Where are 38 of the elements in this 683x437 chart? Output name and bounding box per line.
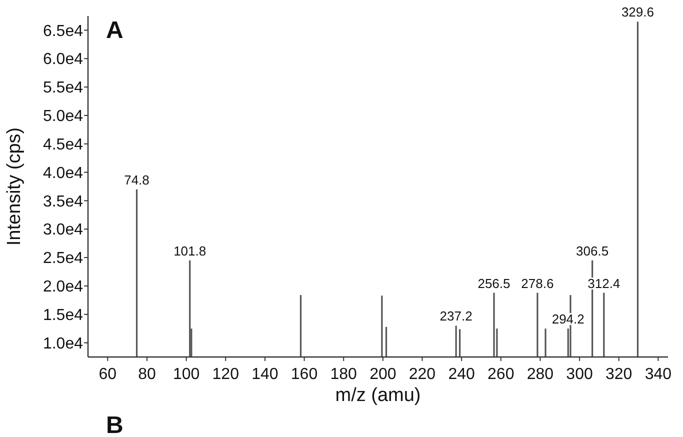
y-tick-label: 3.5e4 <box>42 193 84 210</box>
annotation: 101.8 <box>174 243 206 258</box>
x-tick-label: 160 <box>290 366 318 383</box>
x-tick-label: 200 <box>370 366 396 383</box>
x-tick-label: 260 <box>488 366 514 383</box>
y-tick-label: 2.0e4 <box>42 278 84 296</box>
y-tick-label: 3.0e4 <box>42 222 84 239</box>
x-tick-label: 180 <box>330 366 358 383</box>
y-tick-label: 6.0e4 <box>42 51 84 68</box>
x-tick-label: 120 <box>212 366 240 383</box>
x-tick-label: 280 <box>526 366 554 383</box>
x-axis-title: m/z (amu) <box>335 385 421 406</box>
x-tick-label: 320 <box>605 366 632 383</box>
annotation: 256.5 <box>478 276 510 291</box>
x-tick-label: 220 <box>408 366 436 383</box>
y-tick-label: 2.5e4 <box>42 250 84 268</box>
y-tick-label: 4.0e4 <box>42 164 84 182</box>
x-tick-label: 60 <box>98 366 117 383</box>
annotation: A <box>106 17 124 44</box>
x-tick-label: 140 <box>252 366 278 383</box>
text: B <box>106 412 124 437</box>
y-tick-label: 5.0e4 <box>42 108 84 126</box>
annotation: 329.6 <box>621 4 654 20</box>
y-tick-label: 1.0e4 <box>42 335 84 352</box>
y-axis-title: Intensity (cps) <box>4 127 25 246</box>
y-tick-label: 6.5e4 <box>42 22 84 40</box>
y-tick-label: 5.5e4 <box>42 80 84 97</box>
x-tick-label: 340 <box>644 366 672 383</box>
y-tick-label: 4.5e4 <box>42 136 84 154</box>
x-tick-label: 240 <box>448 366 476 383</box>
annotation: 74.8 <box>124 172 150 188</box>
y-tick-label: 1.5e4 <box>42 306 84 324</box>
x-tick-label: 80 <box>138 366 156 383</box>
annotation: 278.6 <box>521 276 554 291</box>
x-tick-label: 300 <box>566 366 593 383</box>
annotation: 237.2 <box>440 308 472 324</box>
annotation: 306.5 <box>576 243 609 258</box>
x-tick-label: 100 <box>172 366 200 383</box>
